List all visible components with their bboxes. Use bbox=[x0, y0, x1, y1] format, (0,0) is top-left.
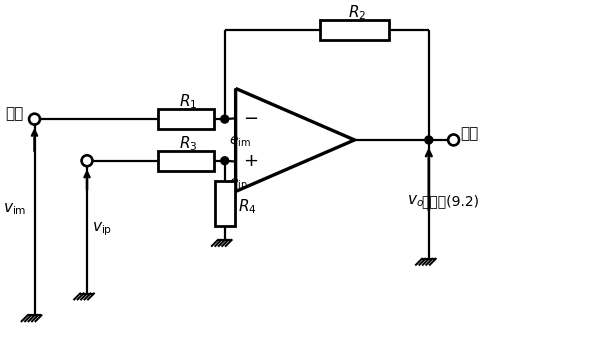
Text: $R_1$: $R_1$ bbox=[179, 92, 197, 111]
Circle shape bbox=[425, 136, 433, 144]
Text: $+$: $+$ bbox=[243, 152, 258, 170]
Circle shape bbox=[448, 135, 459, 145]
Text: 输出: 输出 bbox=[460, 127, 479, 142]
Circle shape bbox=[221, 157, 229, 165]
Bar bbox=[320, 20, 389, 40]
Text: $e_{\mathrm{im}}$: $e_{\mathrm{im}}$ bbox=[229, 135, 250, 150]
Bar bbox=[215, 180, 235, 226]
Circle shape bbox=[29, 114, 40, 125]
Text: $R_4$: $R_4$ bbox=[238, 197, 257, 216]
Bar bbox=[159, 109, 214, 129]
Text: $v_{\mathrm{ip}}$: $v_{\mathrm{ip}}$ bbox=[92, 220, 112, 238]
Text: 输入: 输入 bbox=[5, 106, 23, 121]
Circle shape bbox=[82, 155, 93, 166]
Text: $-$: $-$ bbox=[243, 108, 258, 126]
Text: $R_3$: $R_3$ bbox=[179, 134, 198, 153]
Text: $e_{\mathrm{ip}}$: $e_{\mathrm{ip}}$ bbox=[229, 177, 247, 193]
Bar bbox=[159, 151, 214, 171]
Text: 参照式(9.2): 参照式(9.2) bbox=[421, 194, 479, 208]
Text: $v_o$: $v_o$ bbox=[407, 194, 424, 209]
Text: $v_{\mathrm{im}}$: $v_{\mathrm{im}}$ bbox=[3, 202, 26, 217]
Circle shape bbox=[221, 115, 229, 123]
Text: $R_2$: $R_2$ bbox=[348, 3, 366, 22]
